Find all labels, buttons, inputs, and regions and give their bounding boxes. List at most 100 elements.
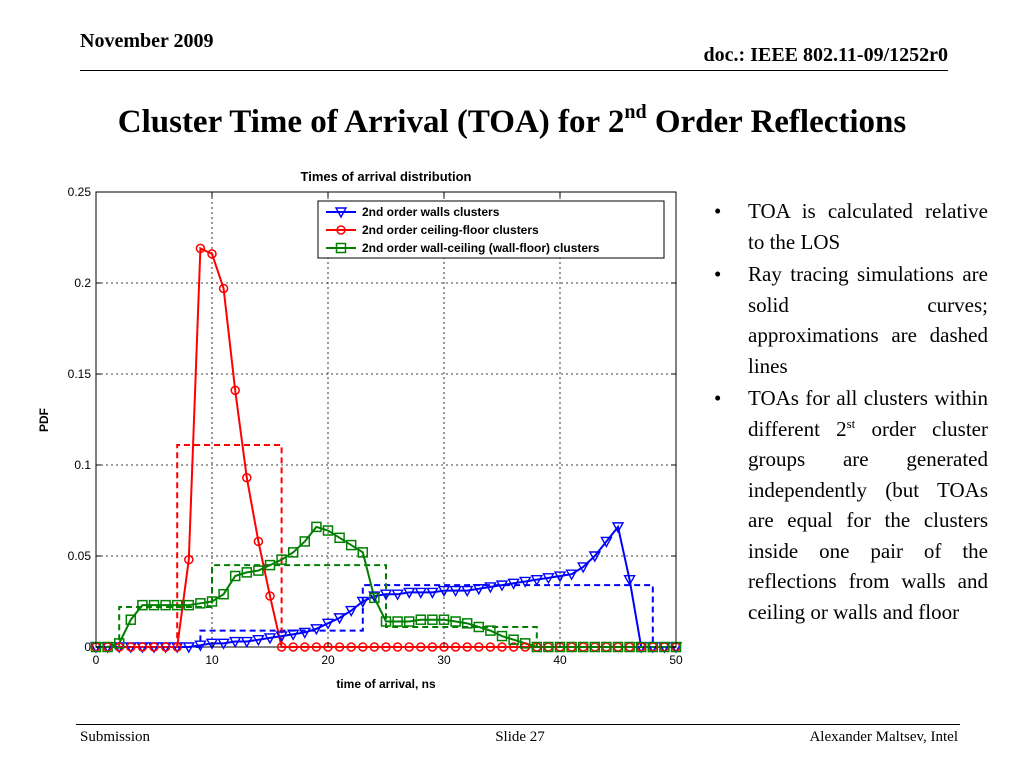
legend-marker	[334, 207, 348, 219]
header-doc-id: doc.: IEEE 802.11-09/1252r0	[703, 44, 948, 66]
data-point	[577, 562, 590, 574]
data-point	[427, 642, 438, 652]
data-point	[356, 596, 369, 608]
data-point	[333, 613, 346, 625]
data-point	[392, 616, 403, 627]
data-point	[474, 642, 484, 652]
data-point	[508, 634, 519, 645]
data-point	[542, 573, 555, 585]
data-point	[624, 641, 635, 653]
data-point	[392, 642, 403, 652]
data-point	[322, 525, 334, 536]
bullet-text: Ray tracing simulations are solid curves…	[748, 262, 988, 378]
data-point	[659, 641, 670, 653]
data-point	[485, 625, 496, 636]
y-tick-label: 0.2	[74, 276, 91, 290]
bullet-list: TOA is calculated relative to the LOS Ra…	[712, 196, 988, 629]
data-point	[184, 554, 194, 565]
bullet-text-post: order cluster groups are generated indep…	[748, 416, 988, 624]
data-point	[240, 636, 253, 648]
bullet-item: TOA is calculated relative to the LOS	[712, 196, 988, 257]
data-point	[415, 614, 427, 625]
data-point	[462, 642, 472, 652]
x-tick-label: 40	[553, 653, 567, 667]
data-point	[589, 641, 601, 653]
data-point	[265, 591, 275, 601]
data-point	[612, 641, 624, 653]
data-point	[508, 642, 519, 652]
data-point	[346, 642, 356, 652]
data-point	[253, 536, 264, 547]
data-point	[183, 599, 195, 611]
data-point	[358, 642, 368, 652]
data-point	[194, 640, 207, 652]
bullet-item: Ray tracing simulations are solid curves…	[712, 259, 988, 381]
legend-label: 2nd order walls clusters	[362, 205, 500, 219]
data-point	[287, 629, 300, 641]
data-point	[125, 614, 137, 625]
data-point	[437, 585, 451, 598]
x-axis-label: time of arrival, ns	[336, 677, 436, 691]
data-point	[543, 641, 554, 653]
data-point	[416, 642, 426, 652]
data-point	[519, 638, 531, 649]
footer-rule	[76, 724, 960, 725]
data-point	[242, 472, 252, 483]
data-point	[381, 642, 391, 652]
bullet-item: TOAs for all clusters within different 2…	[712, 383, 988, 627]
data-point	[276, 554, 287, 565]
data-point	[588, 551, 601, 563]
data-point	[126, 642, 136, 652]
data-point	[647, 641, 659, 653]
bullet-text: TOA is calculated relative to the LOS	[748, 199, 988, 254]
slide-title: Cluster Time of Arrival (TOA) for 2nd Or…	[0, 102, 1024, 141]
data-point	[148, 599, 160, 611]
data-point	[263, 633, 277, 645]
data-point	[253, 565, 264, 576]
data-point	[160, 642, 171, 652]
chart-legend: 2nd order walls clusters 2nd order ceilin…	[317, 200, 665, 259]
data-point	[137, 642, 148, 652]
data-point	[357, 547, 369, 558]
bullet-superscript: st	[846, 415, 856, 431]
data-point	[553, 571, 567, 583]
data-point	[403, 616, 415, 627]
title-text-pre: Cluster Time of Arrival (TOA) for 2	[117, 104, 625, 140]
data-point	[345, 605, 358, 618]
data-point	[172, 642, 182, 652]
header-date: November 2009	[80, 30, 214, 52]
data-point	[300, 642, 310, 652]
data-point	[298, 627, 311, 639]
data-point	[404, 642, 414, 652]
data-point	[403, 587, 416, 599]
y-tick-label: 0.15	[68, 367, 92, 381]
data-point	[450, 642, 461, 652]
data-point	[229, 570, 241, 582]
data-point	[507, 578, 520, 590]
data-point	[601, 641, 612, 653]
data-point	[450, 616, 461, 627]
data-point	[229, 636, 242, 648]
data-point	[230, 385, 240, 396]
data-point	[427, 614, 438, 625]
data-point	[369, 592, 380, 604]
data-point	[565, 569, 578, 581]
data-point	[496, 630, 508, 642]
toa-chart: 0 10 20 30 40 50 0 0.05 0.1 0.15 0.2 0.25 Times of …	[37, 169, 683, 691]
data-point	[334, 642, 345, 652]
x-tick-label: 30	[437, 653, 451, 667]
data-point	[623, 574, 636, 587]
data-point	[310, 624, 323, 636]
data-point	[600, 536, 613, 548]
chart-title: Times of arrival distribution	[301, 169, 472, 184]
data-point	[288, 642, 298, 652]
data-point	[380, 616, 392, 627]
data-point	[182, 642, 195, 654]
data-point	[635, 641, 647, 653]
data-point	[438, 614, 450, 625]
data-point	[102, 641, 113, 653]
data-point	[334, 532, 345, 544]
data-point	[171, 599, 183, 611]
x-tick-label: 20	[321, 653, 335, 667]
data-point	[391, 589, 404, 601]
